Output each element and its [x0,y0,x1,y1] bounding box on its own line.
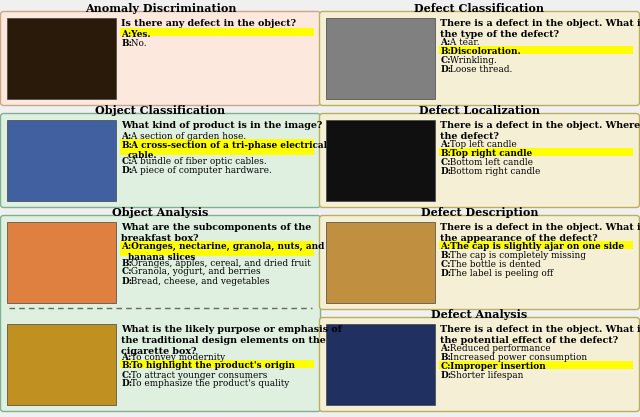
Text: B:: B: [440,149,451,158]
Text: Shorter lifespan: Shorter lifespan [447,371,524,380]
Text: Discoloration.: Discoloration. [447,47,521,56]
Text: B:: B: [440,353,451,362]
Text: There is a defect in the object. What is
the potential effect of the defect?: There is a defect in the object. What is… [440,325,640,345]
Bar [440,361,633,369]
Text: What kind of product is in the image?: What kind of product is in the image? [122,121,323,130]
Text: D:: D: [440,65,452,74]
Text: D:: D: [122,276,132,286]
Text: Oranges, apples, cereal, and dried fruit: Oranges, apples, cereal, and dried fruit [128,259,311,267]
Bar [326,324,435,405]
Text: A:: A: [122,242,132,251]
Text: D:: D: [440,371,452,380]
Text: D:: D: [440,167,452,176]
Text: A cross-section of a tri-phase electrical
cable.: A cross-section of a tri-phase electrica… [128,141,327,160]
FancyBboxPatch shape [1,113,321,208]
Bar [440,45,633,53]
Text: Object Classification: Object Classification [95,105,225,116]
FancyBboxPatch shape [319,216,639,309]
Text: A section of garden hose.: A section of garden hose. [128,131,246,141]
Text: B:: B: [440,47,451,56]
Bar [120,28,314,36]
Bar [7,222,116,303]
Text: What is the likely purpose or emphasis of
the traditional design elements on the: What is the likely purpose or emphasis o… [122,325,342,356]
Text: The cap is slightly ajar on one side: The cap is slightly ajar on one side [447,242,624,251]
Text: A:: A: [122,131,132,141]
Text: A:: A: [122,30,132,38]
Text: The cap is completely missing: The cap is completely missing [447,251,586,260]
Bar [326,222,435,303]
Text: A:: A: [440,242,451,251]
Text: B:: B: [122,38,132,48]
Bar [7,120,116,201]
Bar [326,120,435,201]
Text: A piece of computer hardware.: A piece of computer hardware. [128,166,272,175]
Text: What are the subcomponents of the
breakfast box?: What are the subcomponents of the breakf… [122,223,312,243]
Text: Object Analysis: Object Analysis [112,206,209,218]
Text: Loose thread.: Loose thread. [447,65,513,74]
Text: Yes.: Yes. [128,30,150,38]
Text: There is a defect in the object. What is
the type of the defect?: There is a defect in the object. What is… [440,19,640,39]
Text: D:: D: [122,379,132,389]
Text: Wrinkling.: Wrinkling. [447,56,497,65]
Text: D:: D: [122,166,132,175]
Text: C:: C: [122,157,132,166]
Text: To highlight the product's origin: To highlight the product's origin [128,362,295,370]
Bar [120,241,314,256]
FancyBboxPatch shape [319,317,639,412]
Bar [7,324,116,405]
Text: Is there any defect in the object?: Is there any defect in the object? [122,19,296,28]
Bar [7,18,116,99]
Text: To convey modernity: To convey modernity [128,352,225,362]
Text: Reduced performance: Reduced performance [447,344,551,353]
Text: To attract younger consumers: To attract younger consumers [128,370,268,379]
Text: Anomaly Discrimination: Anomaly Discrimination [84,3,236,13]
Text: Granola, yogurt, and berries: Granola, yogurt, and berries [128,267,260,276]
Text: No.: No. [128,38,147,48]
Text: Bread, cheese, and vegetables: Bread, cheese, and vegetables [128,276,269,286]
Text: Improper insertion: Improper insertion [447,362,546,371]
Text: Increased power consumption: Increased power consumption [447,353,588,362]
FancyBboxPatch shape [319,113,639,208]
Text: A:: A: [440,344,451,353]
Text: C:: C: [440,158,451,167]
Text: C:: C: [122,267,132,276]
Text: A tear.: A tear. [447,38,480,47]
Text: Oranges, nectarine, granola, nuts, and
banana slices: Oranges, nectarine, granola, nuts, and b… [128,242,324,262]
FancyBboxPatch shape [1,12,321,106]
Text: D:: D: [440,269,452,278]
Text: Defect Localization: Defect Localization [419,105,540,116]
FancyBboxPatch shape [1,216,321,412]
Text: B:: B: [440,251,451,260]
Text: B:: B: [122,259,132,267]
Text: Defect Analysis: Defect Analysis [431,309,527,319]
Text: A bundle of fiber optic cables.: A bundle of fiber optic cables. [128,157,267,166]
Text: The bottle is dented: The bottle is dented [447,260,541,269]
Text: B:: B: [122,362,132,370]
FancyBboxPatch shape [319,12,639,106]
Bar [326,18,435,99]
Text: To emphasize the product's quality: To emphasize the product's quality [128,379,289,389]
Bar [120,360,314,368]
Text: A:: A: [440,140,451,149]
Text: A:: A: [440,38,451,47]
Text: Defect Description: Defect Description [420,206,538,218]
Bar [440,241,633,249]
Text: The label is peeling off: The label is peeling off [447,269,554,278]
Bar [120,139,314,155]
Text: Defect Classification: Defect Classification [415,3,545,13]
Text: Bottom left candle: Bottom left candle [447,158,533,167]
Text: C:: C: [440,362,451,371]
Text: Bottom right candle: Bottom right candle [447,167,541,176]
Text: C:: C: [440,260,451,269]
Text: There is a defect in the object. What is
the appearance of the defect?: There is a defect in the object. What is… [440,223,640,243]
Text: A:: A: [122,352,132,362]
Bar [440,148,633,156]
Text: There is a defect in the object. Where is
the defect?: There is a defect in the object. Where i… [440,121,640,141]
Text: Top right candle: Top right candle [447,149,532,158]
Text: B:: B: [122,141,132,150]
Text: C:: C: [122,370,132,379]
Text: C:: C: [440,56,451,65]
Text: Top left candle: Top left candle [447,140,517,149]
